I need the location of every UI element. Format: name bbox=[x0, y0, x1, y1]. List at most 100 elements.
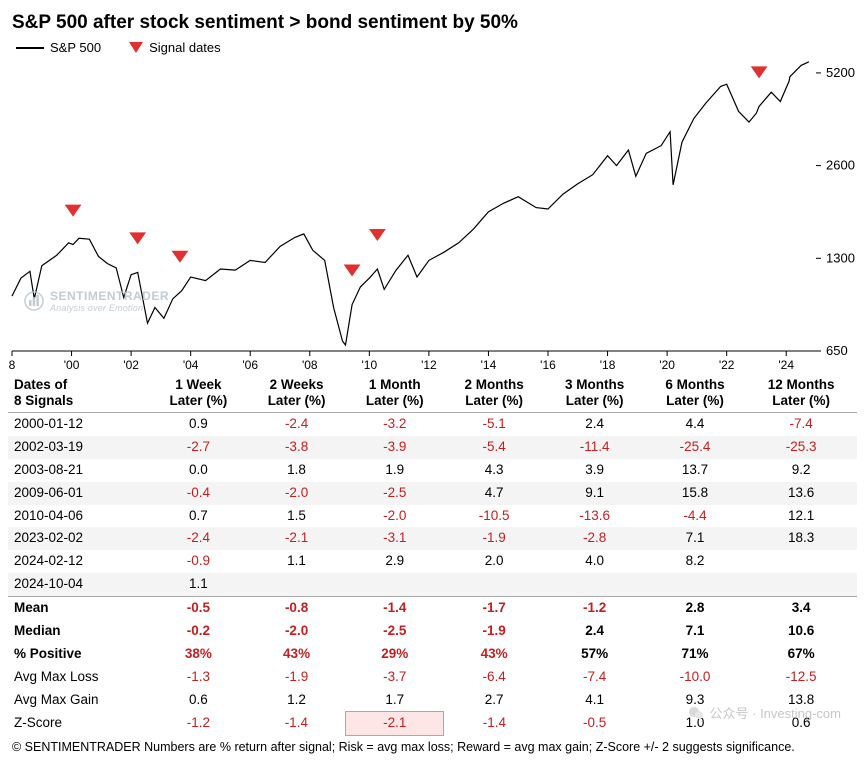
table-cell: -7.4 bbox=[544, 666, 644, 689]
table-cell bbox=[745, 550, 857, 573]
table-cell: 2.4 bbox=[544, 413, 644, 436]
table-cell: 57% bbox=[544, 643, 644, 666]
table-cell: -3.9 bbox=[346, 436, 444, 459]
table-cell: 2.7 bbox=[444, 689, 544, 712]
table-cell bbox=[745, 573, 857, 596]
table-cell: -25.4 bbox=[645, 436, 745, 459]
table-cell: -2.5 bbox=[346, 482, 444, 505]
table-row: 2024-10-041.1 bbox=[8, 573, 857, 596]
summary-label: Median bbox=[8, 620, 149, 643]
table-cell: 1.7 bbox=[346, 689, 444, 712]
table-cell: 4.1 bbox=[544, 689, 644, 712]
svg-text:5200: 5200 bbox=[826, 65, 855, 80]
summary-label: Z-Score bbox=[8, 712, 149, 736]
table-cell: 7.1 bbox=[645, 620, 745, 643]
table-cell: -6.4 bbox=[444, 666, 544, 689]
summary-label: Avg Max Loss bbox=[8, 666, 149, 689]
summary-label: Mean bbox=[8, 597, 149, 620]
table-cell: -1.2 bbox=[149, 712, 247, 736]
table-cell: 7.1 bbox=[645, 527, 745, 550]
svg-text:'00: '00 bbox=[64, 358, 80, 371]
table-cell: 10.6 bbox=[745, 620, 857, 643]
table-cell: -7.4 bbox=[745, 413, 857, 436]
table-cell: 0.7 bbox=[149, 505, 247, 528]
chart-legend: S&P 500 Signal dates bbox=[16, 40, 857, 55]
table-cell: -3.7 bbox=[346, 666, 444, 689]
legend-signals-label: Signal dates bbox=[149, 40, 221, 55]
table-cell: -0.8 bbox=[247, 597, 345, 620]
date-cell: 2024-10-04 bbox=[8, 573, 149, 596]
table-cell: 1.8 bbox=[247, 459, 345, 482]
table-cell: -11.4 bbox=[544, 436, 644, 459]
svg-text:1300: 1300 bbox=[826, 250, 855, 265]
table-cell: -1.4 bbox=[247, 712, 345, 736]
table-cell: -13.6 bbox=[544, 505, 644, 528]
table-cell: 13.6 bbox=[745, 482, 857, 505]
table-cell: -10.5 bbox=[444, 505, 544, 528]
table-cell: -0.5 bbox=[544, 712, 644, 736]
summary-label: Avg Max Gain bbox=[8, 689, 149, 712]
table-header: 2 WeeksLater (%) bbox=[247, 373, 345, 413]
legend-series: S&P 500 bbox=[16, 40, 101, 55]
table-cell: 15.8 bbox=[645, 482, 745, 505]
svg-text:'14: '14 bbox=[481, 358, 497, 371]
date-cell: 2009-06-01 bbox=[8, 482, 149, 505]
table-cell: 3.4 bbox=[745, 597, 857, 620]
table-cell: 3.9 bbox=[544, 459, 644, 482]
svg-text:'12: '12 bbox=[421, 358, 437, 371]
date-cell: 2010-04-06 bbox=[8, 505, 149, 528]
table-row: 2000-01-120.9-2.4-3.2-5.12.44.4-7.4 bbox=[8, 413, 857, 436]
table-cell: 2.4 bbox=[544, 620, 644, 643]
table-cell: 9.2 bbox=[745, 459, 857, 482]
table-cell: -0.4 bbox=[149, 482, 247, 505]
table-cell: 1.2 bbox=[247, 689, 345, 712]
table-cell: 4.0 bbox=[544, 550, 644, 573]
svg-text:'24: '24 bbox=[778, 358, 794, 371]
date-cell: 2002-03-19 bbox=[8, 436, 149, 459]
table-cell: 4.7 bbox=[444, 482, 544, 505]
summary-row: Mean-0.5-0.8-1.4-1.7-1.22.83.4 bbox=[8, 597, 857, 620]
sp500-chart: 8'00'02'04'06'08'10'12'14'16'18'20'22'24… bbox=[8, 59, 857, 371]
table-cell: -0.9 bbox=[149, 550, 247, 573]
table-cell: -0.2 bbox=[149, 620, 247, 643]
table-cell: 4.4 bbox=[645, 413, 745, 436]
table-cell: -2.4 bbox=[247, 413, 345, 436]
table-cell: -1.9 bbox=[444, 620, 544, 643]
table-cell: -1.4 bbox=[444, 712, 544, 736]
table-cell: -2.1 bbox=[247, 527, 345, 550]
date-cell: 2023-02-02 bbox=[8, 527, 149, 550]
summary-row: % Positive38%43%29%43%57%71%67% bbox=[8, 643, 857, 666]
legend-series-label: S&P 500 bbox=[50, 40, 101, 55]
table-cell: 0.9 bbox=[149, 413, 247, 436]
table-cell: 2.9 bbox=[346, 550, 444, 573]
watermark-text: SENTIMENTRADER Analysis over Emotion bbox=[50, 289, 169, 313]
watermark-sub: Analysis over Emotion bbox=[50, 303, 169, 313]
table-cell: -4.4 bbox=[645, 505, 745, 528]
table-cell: 0.6 bbox=[149, 689, 247, 712]
table-row: 2023-02-02-2.4-2.1-3.1-1.9-2.87.118.3 bbox=[8, 527, 857, 550]
table-cell: 38% bbox=[149, 643, 247, 666]
table-cell: -1.3 bbox=[149, 666, 247, 689]
table-cell: -2.8 bbox=[544, 527, 644, 550]
table-cell: 1.1 bbox=[149, 573, 247, 596]
table-header-row: Dates of8 Signals1 WeekLater (%)2 WeeksL… bbox=[8, 373, 857, 413]
svg-text:'06: '06 bbox=[242, 358, 258, 371]
table-cell bbox=[645, 573, 745, 596]
watermark-brand: SENTIMENTRADER bbox=[50, 289, 169, 303]
table-cell: -2.7 bbox=[149, 436, 247, 459]
legend-signals: Signal dates bbox=[129, 40, 221, 55]
table-cell: 1.5 bbox=[247, 505, 345, 528]
table-cell: -25.3 bbox=[745, 436, 857, 459]
table-cell: 43% bbox=[444, 643, 544, 666]
table-cell: 67% bbox=[745, 643, 857, 666]
table-header: 2 MonthsLater (%) bbox=[444, 373, 544, 413]
summary-row: Median-0.2-2.0-2.5-1.92.47.110.6 bbox=[8, 620, 857, 643]
table-cell: -1.2 bbox=[544, 597, 644, 620]
svg-text:650: 650 bbox=[826, 343, 848, 358]
summary-row: Avg Max Loss-1.3-1.9-3.7-6.4-7.4-10.0-12… bbox=[8, 666, 857, 689]
svg-text:'22: '22 bbox=[719, 358, 735, 371]
bottom-watermark-text: 公众号 · Investing-com bbox=[710, 703, 841, 722]
table-cell: -2.5 bbox=[346, 620, 444, 643]
table-cell: 8.2 bbox=[645, 550, 745, 573]
triangle-down-icon bbox=[129, 42, 143, 53]
